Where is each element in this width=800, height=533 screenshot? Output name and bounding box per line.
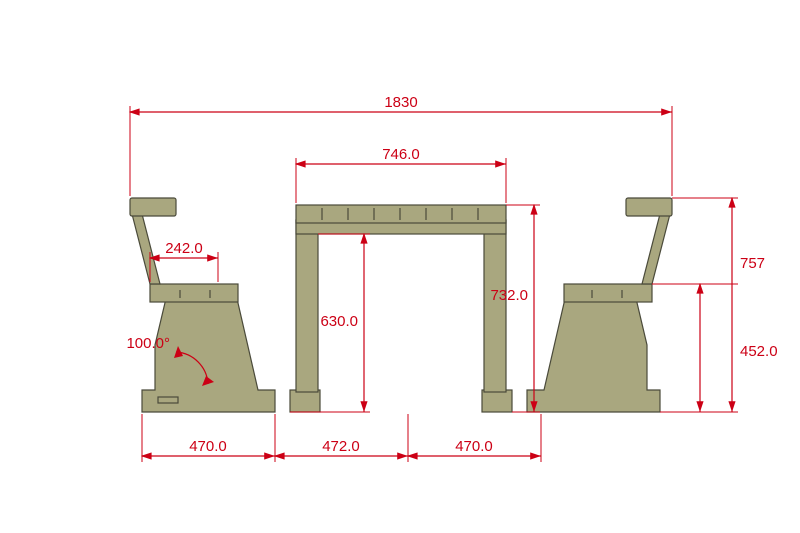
dim-overall-width-value: 1830 (384, 94, 417, 111)
dim-table-top-width: 746.0 (296, 146, 506, 203)
dim-table-height-value: 732.0 (490, 287, 528, 304)
dim-overall-width: 1830 (130, 94, 672, 196)
dim-right-base-value: 470.0 (455, 438, 493, 455)
dim-right-vertical-stack: 757 452.0 (652, 198, 778, 412)
dim-bottom-row: 470.0 472.0 470.0 (142, 414, 541, 462)
dim-leg-angle-value: 100.0° (126, 335, 170, 352)
dim-backrest-height-value: 757 (740, 255, 765, 272)
dim-seat-depth-value: 242.0 (165, 240, 203, 257)
picnic-table-silhouette (130, 198, 672, 412)
dim-clearance-value: 630.0 (320, 313, 358, 330)
technical-drawing: 1830 746.0 242.0 100.0° 470.0 472.0 470.… (0, 0, 800, 533)
dim-table-top-width-value: 746.0 (382, 146, 420, 163)
dim-center-gap-value: 472.0 (322, 438, 360, 455)
dim-seat-height-value: 452.0 (740, 343, 778, 360)
dim-left-base-value: 470.0 (189, 438, 227, 455)
